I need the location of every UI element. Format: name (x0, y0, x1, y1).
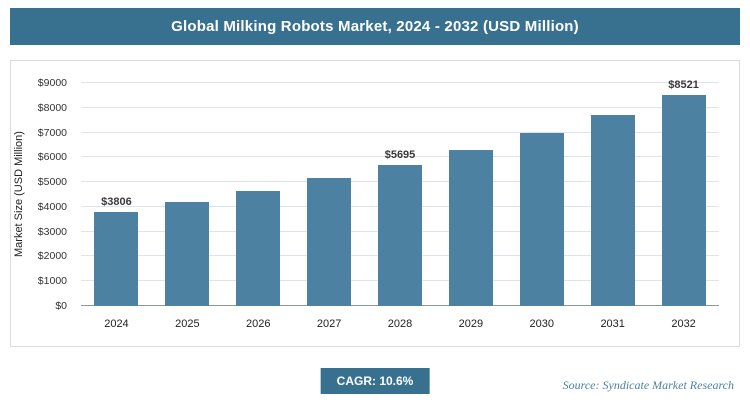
gridline (81, 82, 719, 83)
bar-slot-2032: $8521 (648, 79, 719, 306)
bar-2027[interactable] (307, 178, 352, 306)
cagr-badge: CAGR: 10.6% (320, 368, 430, 394)
bar-2030[interactable] (519, 133, 564, 306)
bar-slot-2029 (435, 83, 506, 306)
gridline (81, 106, 719, 108)
bar-2029[interactable] (448, 149, 493, 306)
x-tick-label-2025: 2025 (175, 318, 200, 330)
y-tick-label: $8000 (37, 101, 67, 114)
bar-slot-2026 (223, 83, 294, 306)
source-text: Source: Syndicate Market Research (562, 378, 734, 392)
bar-2032[interactable]: $8521 (661, 79, 706, 306)
bar-value-label-2032: $8521 (668, 78, 699, 91)
y-tick-label: $6000 (37, 151, 67, 164)
y-tick-label: $9000 (37, 77, 67, 89)
x-tick-label-2029: 2029 (458, 318, 484, 330)
x-tick-label-2030: 2030 (529, 318, 555, 330)
x-tick-label-2026: 2026 (245, 318, 271, 330)
bar-2026[interactable] (236, 190, 281, 306)
y-axis-ticks: $0 $1000 $2000 $3000 $4000 $5000 $6000 $7000 $80… (11, 77, 73, 312)
bar-2031[interactable] (590, 115, 635, 306)
bar-value-label-2028: $5695 (384, 148, 416, 161)
x-tick-label-2031: 2031 (600, 318, 625, 330)
chart-panel: Market Size (USD Million) $0 $1000 $2000 $3… (10, 60, 740, 347)
bar-2025[interactable] (165, 201, 210, 306)
bar-2028[interactable]: $5695 (378, 149, 422, 306)
bar-value-label-2024: $3806 (101, 195, 132, 208)
bar-slot-2031 (577, 83, 648, 306)
y-tick-label: $0 (55, 300, 67, 312)
x-tick-label-2028: 2028 (387, 318, 413, 330)
x-tick-label-2032: 2032 (671, 318, 696, 330)
bar-slot-2030 (506, 83, 577, 306)
bar-slot-2027 (294, 83, 365, 306)
y-tick-label: $5000 (37, 176, 67, 189)
x-tick-label-2027: 2027 (316, 318, 342, 330)
chart-title-bar: Global Milking Robots Market, 2024 - 203… (10, 8, 740, 45)
bar-slot-2024: $3806 (81, 83, 152, 306)
bar-2024[interactable]: $3806 (94, 196, 139, 306)
y-tick-label: $2000 (37, 250, 67, 263)
gridline (81, 131, 719, 133)
bar-slot-2025 (152, 83, 223, 306)
x-tick-label-2024: 2024 (104, 318, 129, 330)
plot-area: $3806 $5695 $8521 (81, 79, 719, 306)
chart-title: Global Milking Robots Market, 2024 - 203… (171, 18, 579, 35)
x-axis-labels: 2024 2025 2026 2027 2028 2029 2030 2031 2032 (81, 318, 719, 336)
gridline (81, 156, 719, 158)
y-tick-label: $3000 (37, 225, 67, 238)
y-tick-label: $7000 (37, 126, 67, 139)
y-tick-label: $1000 (37, 275, 67, 288)
y-tick-label: $4000 (37, 200, 67, 213)
bar-slot-2028: $5695 (365, 83, 436, 306)
